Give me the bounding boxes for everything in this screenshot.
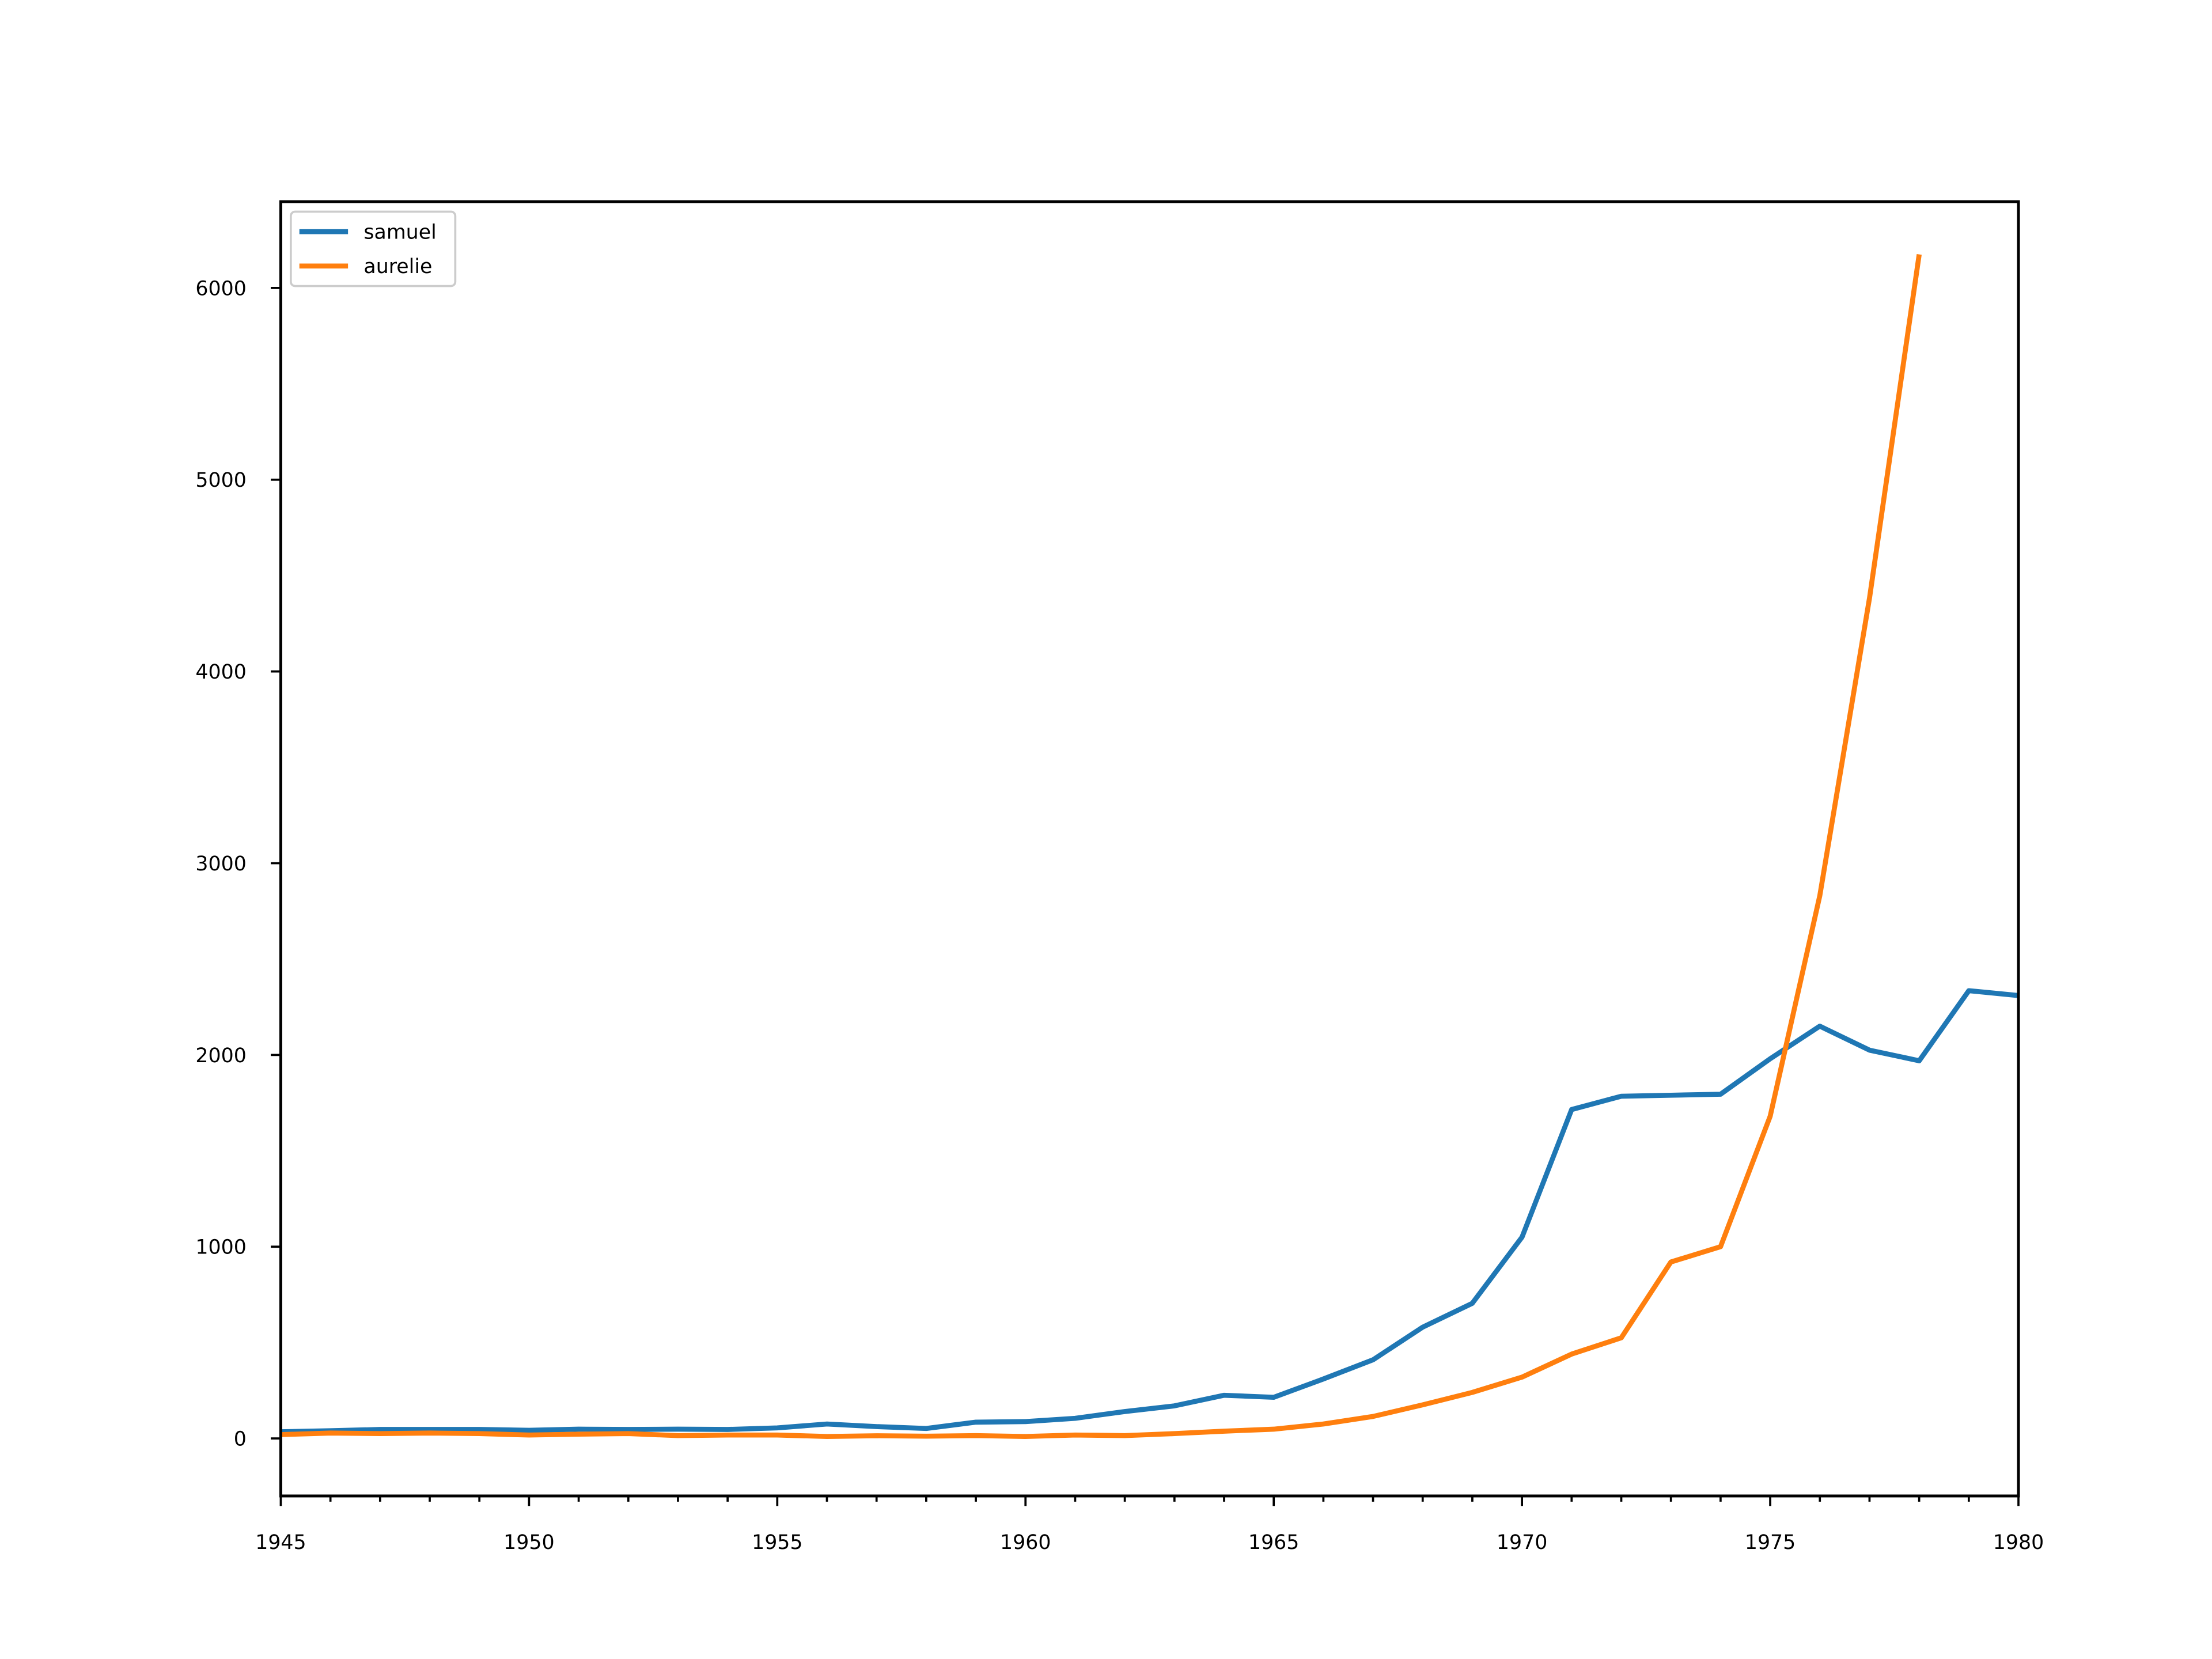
x-tick-label: 1975: [1745, 1531, 1796, 1554]
y-tick-label: 3000: [195, 853, 246, 876]
series-lines: [281, 254, 2019, 1440]
y-tick-label: 6000: [195, 277, 246, 300]
x-tick-label: 1945: [255, 1531, 306, 1554]
x-tick-label: 1950: [503, 1531, 554, 1554]
legend-label-aurelie: aurelie: [363, 255, 432, 278]
x-tick-label: 1980: [1993, 1531, 2044, 1554]
legend-label-samuel: samuel: [363, 221, 436, 244]
y-tick-label: 2000: [195, 1044, 246, 1067]
y-tick-label: 4000: [195, 661, 246, 684]
x-axis: 1945 1950 1955 1960 1965 1970 1975 1980: [255, 1495, 2044, 1554]
x-tick-label: 1970: [1497, 1531, 1547, 1554]
y-tick-label: 0: [234, 1428, 247, 1451]
x-tick-label: 1965: [1248, 1531, 1299, 1554]
y-axis: 0 1000 2000 3000 4000 5000 6000: [195, 277, 281, 1451]
plot-frame: [279, 200, 2020, 1498]
x-tick-label: 1955: [752, 1531, 802, 1554]
series-line-samuel: [281, 988, 2019, 1434]
x-tick-label: 1960: [1000, 1531, 1051, 1554]
series-line-aurelie: [281, 254, 1922, 1440]
y-tick-label: 1000: [195, 1236, 246, 1259]
legend: samuel aurelie: [289, 210, 457, 287]
y-tick-label: 5000: [195, 469, 246, 492]
